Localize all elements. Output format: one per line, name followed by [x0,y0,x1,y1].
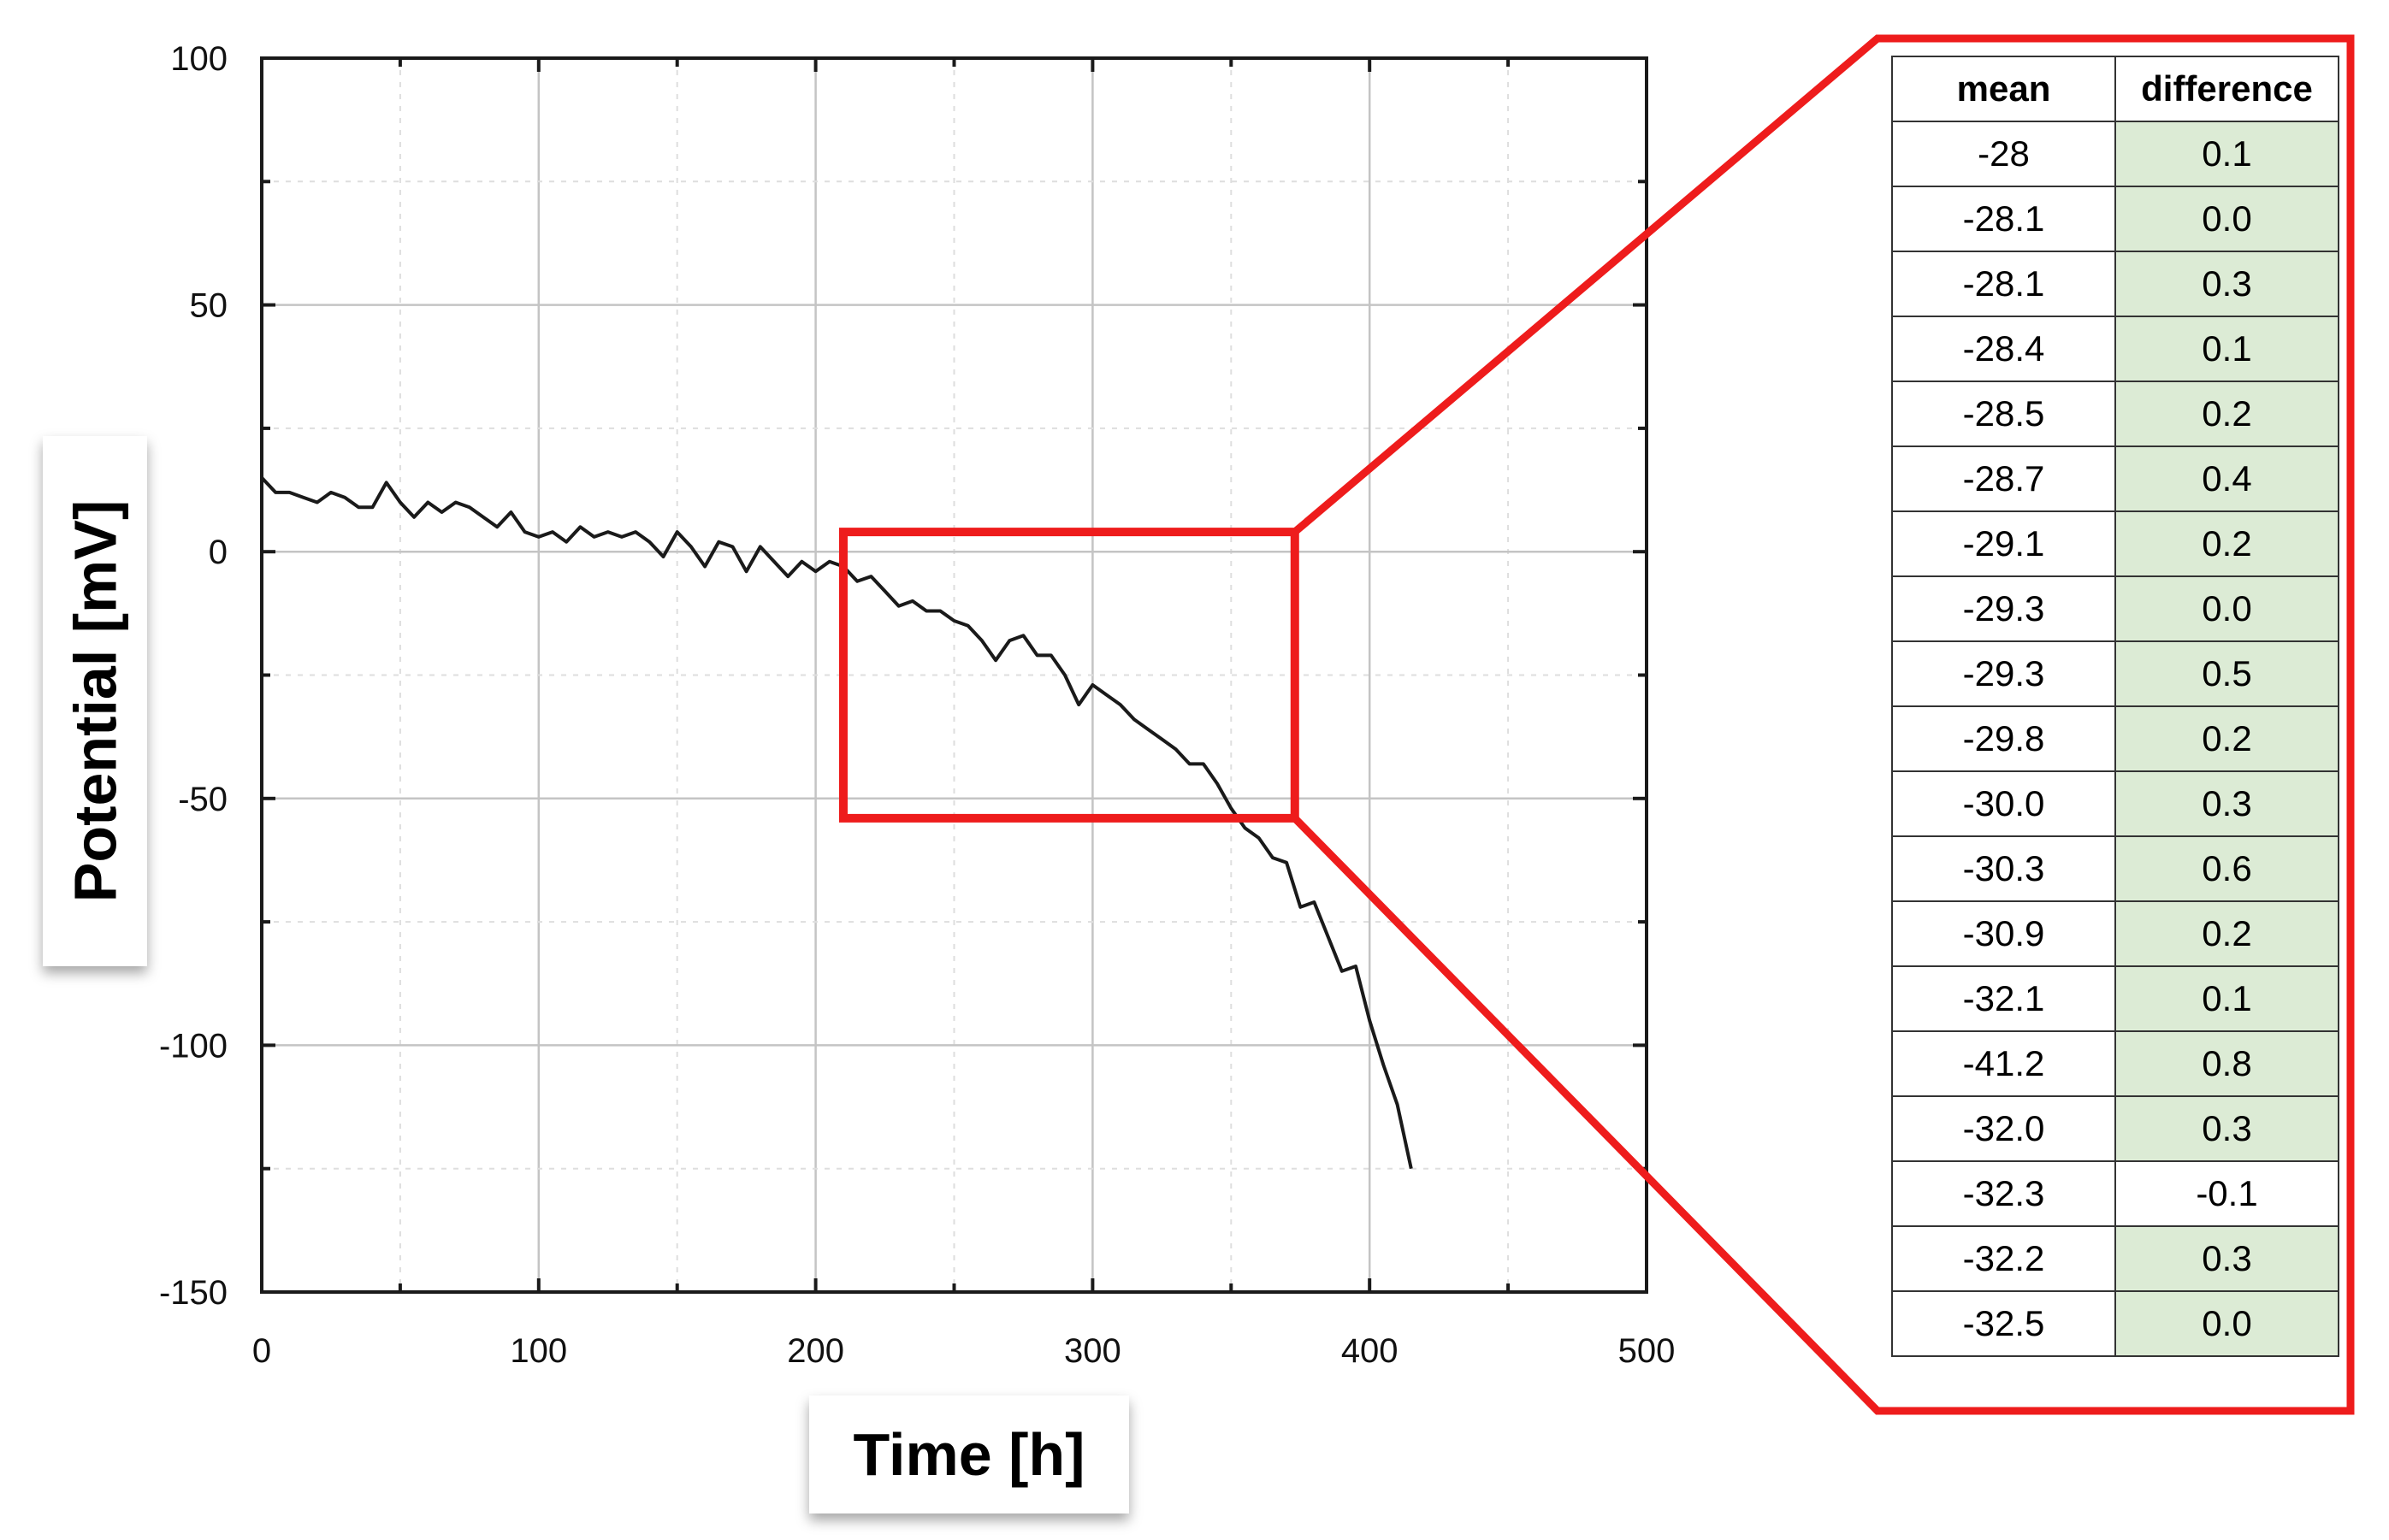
mean-cell: -32.0 [1891,1095,2116,1162]
table-row: -30.0 0.3 [1891,770,2339,837]
x-tick-label: 0 [252,1332,271,1370]
difference-cell: 0.2 [2114,381,2339,447]
x-tick-label: 300 [1064,1332,1121,1370]
mean-cell: -28.1 [1891,186,2116,252]
difference-cell: 0.0 [2114,1290,2339,1357]
table-body: -28 0.1 -28.1 0.0 -28.1 0.3 -28.4 0.1 -28.5 0.2 -2… [1891,121,2339,1357]
x-tick-label: 100 [510,1332,567,1370]
series-line-potential [260,476,1413,1170]
grid [262,58,1647,1292]
table-row: -32.2 0.3 [1891,1225,2339,1292]
mean-cell: -29.3 [1891,575,2116,642]
mean-cell: -30.3 [1891,835,2116,902]
mean-cell: -28.1 [1891,251,2116,317]
table-row: -29.3 0.5 [1891,640,2339,707]
x-tick-label: 400 [1341,1332,1399,1370]
difference-cell: 0.1 [2114,316,2339,382]
mean-difference-table: mean difference -28 0.1 -28.1 0.0 -28.1 0.3 -2… [1891,56,2339,1357]
y-tick-label: 50 [190,287,228,325]
table-row: -30.3 0.6 [1891,835,2339,902]
x-axis-label-box: Time [h] [809,1395,1129,1513]
mean-cell: -30.9 [1891,900,2116,967]
difference-cell: -0.1 [2114,1160,2339,1227]
difference-cell: 0.0 [2114,186,2339,252]
mean-cell: -29.8 [1891,705,2116,772]
table-row: -32.0 0.3 [1891,1095,2339,1162]
table-row: -28.5 0.2 [1891,381,2339,447]
mean-cell: -32.3 [1891,1160,2116,1227]
table-row: -28.1 0.3 [1891,251,2339,317]
mean-cell: -28.5 [1891,381,2116,447]
difference-cell: 0.1 [2114,965,2339,1032]
difference-cell: 0.1 [2114,121,2339,187]
table-row: -41.2 0.8 [1891,1030,2339,1097]
header-mean: mean [1891,56,2116,122]
table-row: -29.3 0.0 [1891,575,2339,642]
mean-cell: -28.7 [1891,445,2116,512]
y-tick-label: -150 [159,1274,228,1312]
mean-cell: -28 [1891,121,2116,187]
header-difference: difference [2114,56,2339,122]
table-row: -29.8 0.2 [1891,705,2339,772]
table-row: -28.4 0.1 [1891,316,2339,382]
difference-cell: 0.4 [2114,445,2339,512]
mean-cell: -32.1 [1891,965,2116,1032]
difference-cell: 0.2 [2114,900,2339,967]
mean-cell: -29.1 [1891,510,2116,577]
difference-cell: 0.5 [2114,640,2339,707]
mean-cell: -30.0 [1891,770,2116,837]
difference-cell: 0.0 [2114,575,2339,642]
difference-cell: 0.6 [2114,835,2339,902]
y-axis-label-wrap: Potential [mV] [43,436,147,966]
table-header-row: mean difference [1891,56,2339,122]
table-row: -32.5 0.0 [1891,1290,2339,1357]
table-row: -28.1 0.0 [1891,186,2339,252]
y-tick-label: 0 [209,534,228,571]
table-row: -32.3 -0.1 [1891,1160,2339,1227]
mean-cell: -29.3 [1891,640,2116,707]
difference-cell: 0.3 [2114,1225,2339,1292]
y-axis-label-box [43,436,147,966]
table-row: -32.1 0.1 [1891,965,2339,1032]
x-axis-label: Time [h] [853,1421,1085,1488]
zoom-callout-connector [1291,34,2355,1415]
y-tick-label: -50 [178,781,228,818]
table-row: -29.1 0.2 [1891,510,2339,577]
y-tick-label: -100 [159,1027,228,1065]
mean-cell: -32.5 [1891,1290,2116,1357]
x-tick-label: 500 [1618,1332,1676,1370]
x-tick-label: 200 [787,1332,844,1370]
difference-cell: 0.8 [2114,1030,2339,1097]
axis-ticks [260,56,1648,1294]
difference-cell: 0.3 [2114,251,2339,317]
mean-cell: -28.4 [1891,316,2116,382]
table-row: -28.7 0.4 [1891,445,2339,512]
data-table-panel: mean difference -28 0.1 -28.1 0.0 -28.1 0.3 -2… [1891,56,2339,1357]
difference-cell: 0.3 [2114,1095,2339,1162]
difference-cell: 0.2 [2114,705,2339,772]
mean-cell: -32.2 [1891,1225,2116,1292]
difference-cell: 0.2 [2114,510,2339,577]
table-row: -28 0.1 [1891,121,2339,187]
mean-cell: -41.2 [1891,1030,2116,1097]
y-tick-label: 100 [170,40,228,78]
table-row: -30.9 0.2 [1891,900,2339,967]
y-axis-label: Potential [mV] [62,499,128,903]
difference-cell: 0.3 [2114,770,2339,837]
